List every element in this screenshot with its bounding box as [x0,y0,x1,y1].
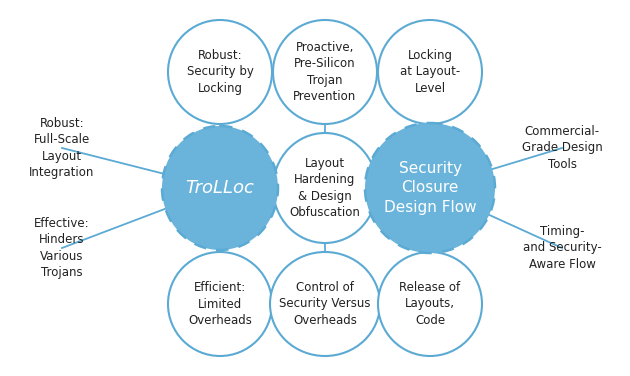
Ellipse shape [273,20,377,124]
Text: Robust:
Security by
Locking: Robust: Security by Locking [186,49,253,95]
Text: Locking
at Layout-
Level: Locking at Layout- Level [400,49,460,95]
Ellipse shape [270,252,380,356]
Text: TroLLoc: TroLLoc [186,179,255,197]
Text: Effective:
Hinders
Various
Trojans: Effective: Hinders Various Trojans [34,217,90,279]
Text: Control of
Security Versus
Overheads: Control of Security Versus Overheads [279,281,370,327]
Text: Proactive,
Pre-Silicon
Trojan
Prevention: Proactive, Pre-Silicon Trojan Prevention [294,41,357,103]
Ellipse shape [162,126,278,250]
Text: Robust:
Full-Scale
Layout
Integration: Robust: Full-Scale Layout Integration [30,117,94,179]
Text: Timing-
and Security-
Aware Flow: Timing- and Security- Aware Flow [523,225,602,271]
Text: Efficient:
Limited
Overheads: Efficient: Limited Overheads [188,281,252,327]
Ellipse shape [168,20,272,124]
Ellipse shape [168,252,272,356]
Ellipse shape [378,20,482,124]
Text: Release of
Layouts,
Code: Release of Layouts, Code [399,281,461,327]
Ellipse shape [273,133,377,243]
Ellipse shape [378,252,482,356]
Text: Commercial-
Grade Design
Tools: Commercial- Grade Design Tools [522,125,602,171]
Text: Layout
Hardening
& Design
Obfuscation: Layout Hardening & Design Obfuscation [290,157,360,219]
Text: Security
Closure
Design Flow: Security Closure Design Flow [384,161,476,215]
Ellipse shape [365,123,495,253]
